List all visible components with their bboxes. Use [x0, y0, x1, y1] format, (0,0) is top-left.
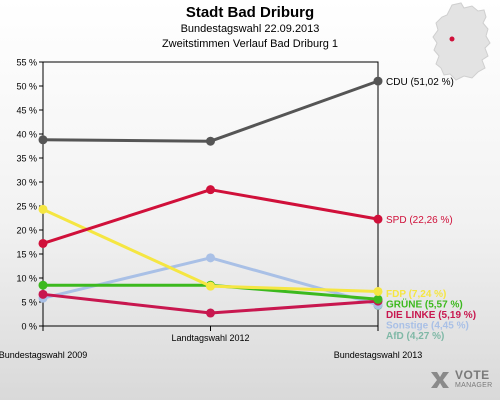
end-label-cdu: CDU (51,02 %) — [386, 77, 454, 88]
end-label-fdp: FDP (7,24 %) — [386, 289, 446, 300]
location-marker-icon — [449, 36, 455, 42]
data-point-die-linke — [206, 308, 215, 318]
data-point-fdp — [373, 286, 383, 296]
data-point-fdp — [206, 281, 215, 291]
y-tick-label: 10 % — [16, 274, 37, 284]
y-tick-label: 45 % — [16, 106, 37, 116]
y-tick-label: 20 % — [16, 226, 37, 236]
chart-subtitle-2: Zweitstimmen Verlauf Bad Driburg 1 — [161, 38, 339, 50]
chart-subtitle: Bundestagswahl 22.09.2013 — [180, 23, 320, 35]
data-point-spd — [373, 214, 383, 224]
y-tick-label: 40 % — [16, 130, 37, 140]
end-label-die-linke: DIE LINKE (5,19 %) — [386, 310, 476, 321]
data-point-die-linke — [38, 289, 48, 299]
series-line-cdu — [42, 79, 379, 143]
x-tick-label: Landtagswahl 2012 — [171, 333, 249, 343]
data-point-cdu — [373, 76, 383, 86]
end-label-sonstige: Sonstige (4,45 %) — [386, 321, 469, 332]
vote-manager-logo: VOTE MANAGER — [428, 366, 498, 396]
y-tick-label: 15 % — [16, 250, 37, 260]
y-tick-label: 25 % — [16, 202, 37, 212]
end-label-gr-ne: GRÜNE (5,57 %) — [386, 298, 463, 311]
data-point-spd — [206, 185, 215, 195]
data-point-gr-ne — [38, 280, 48, 290]
vote-manager-x-logo-icon — [431, 372, 449, 388]
data-point-sonstige — [206, 253, 215, 263]
data-point-gr-ne — [373, 294, 383, 304]
data-point-fdp — [38, 204, 48, 214]
series-line-fdp — [42, 207, 379, 293]
y-tick-label: 50 % — [16, 82, 37, 92]
y-tick-label: 5 % — [21, 298, 37, 308]
chart-title: Stadt Bad Driburg — [185, 4, 315, 21]
logo-word-manager: MANAGER — [455, 382, 493, 389]
data-point-cdu — [206, 136, 215, 146]
logo-word-vote: VOTE — [455, 368, 490, 382]
x-tick-label: Bundestagswahl 2009 — [0, 350, 87, 360]
y-tick-label: 35 % — [16, 154, 37, 164]
data-point-cdu — [38, 135, 48, 145]
y-tick-label: 30 % — [16, 178, 37, 188]
series-line-spd — [42, 188, 379, 245]
data-point-spd — [38, 238, 48, 248]
end-label-afd: AfD (4,27 %) — [386, 331, 444, 342]
end-label-spd: SPD (22,26 %) — [386, 215, 453, 226]
y-tick-label: 55 % — [16, 58, 37, 68]
germany-map-icon — [432, 2, 491, 81]
x-tick-label: Bundestagswahl 2013 — [334, 350, 423, 360]
y-tick-label: 0 % — [21, 322, 37, 332]
